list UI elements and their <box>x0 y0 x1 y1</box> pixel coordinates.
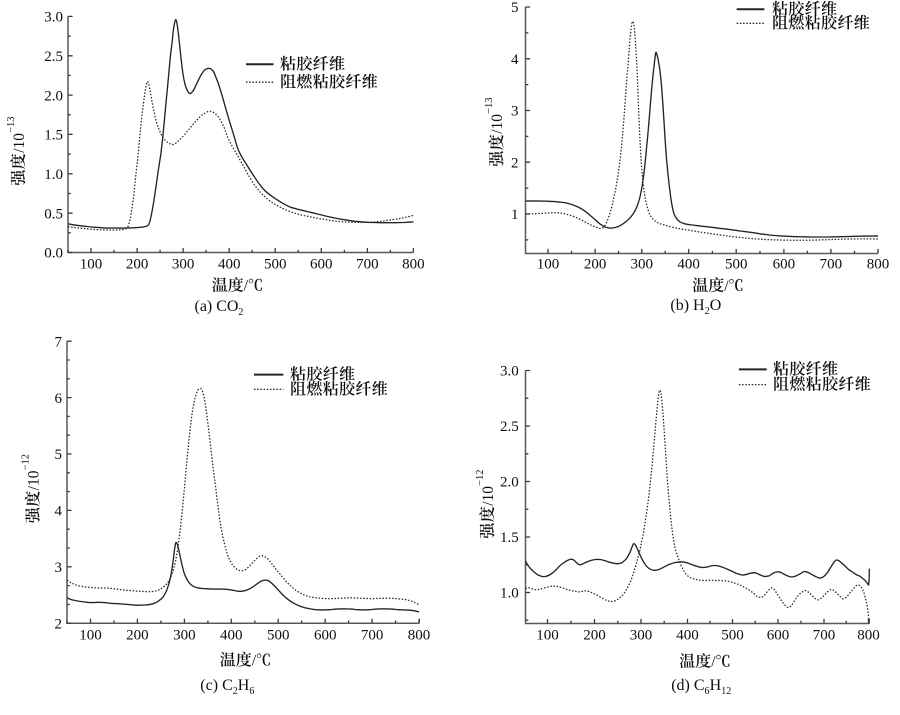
svg-text:3.0: 3.0 <box>500 364 519 380</box>
svg-text:500: 500 <box>267 628 290 644</box>
svg-text:800: 800 <box>867 257 890 273</box>
svg-text:0.5: 0.5 <box>44 206 63 222</box>
svg-text:600: 600 <box>767 628 790 644</box>
svg-text:400: 400 <box>220 628 243 644</box>
svg-text:H: H <box>710 677 722 694</box>
svg-text:2: 2 <box>238 307 243 318</box>
svg-text:200: 200 <box>126 628 149 644</box>
svg-text:800: 800 <box>857 628 880 644</box>
svg-text:1.5: 1.5 <box>44 128 63 144</box>
svg-text:0.0: 0.0 <box>44 246 63 262</box>
svg-text:500: 500 <box>264 257 287 273</box>
svg-text:6: 6 <box>249 686 254 697</box>
svg-text:2: 2 <box>55 616 63 632</box>
svg-text:4: 4 <box>55 504 63 520</box>
svg-text:600: 600 <box>310 257 333 273</box>
svg-text:H: H <box>693 297 705 314</box>
svg-text:/10: /10 <box>489 114 506 134</box>
svg-text:700: 700 <box>356 257 379 273</box>
svg-text:300: 300 <box>173 628 196 644</box>
svg-text:200: 200 <box>584 257 607 273</box>
svg-text:4: 4 <box>511 52 519 68</box>
svg-text:300: 300 <box>172 257 195 273</box>
svg-text:100: 100 <box>536 628 559 644</box>
svg-text:CO: CO <box>216 298 238 315</box>
svg-text:100: 100 <box>79 628 102 644</box>
svg-text:300: 300 <box>630 628 653 644</box>
svg-text:800: 800 <box>402 257 425 273</box>
svg-text:200: 200 <box>583 628 606 644</box>
svg-text:500: 500 <box>721 628 744 644</box>
svg-text:600: 600 <box>773 257 796 273</box>
svg-text:1.0: 1.0 <box>500 586 519 602</box>
svg-text:100: 100 <box>537 257 560 273</box>
svg-text:/10: /10 <box>480 486 497 506</box>
svg-text:3.0: 3.0 <box>44 10 63 26</box>
svg-text:−13: −13 <box>6 116 17 132</box>
svg-text:C: C <box>222 677 233 694</box>
svg-text:(d): (d) <box>671 677 690 694</box>
svg-text:300: 300 <box>631 257 654 273</box>
svg-text:/: / <box>711 654 716 671</box>
svg-text:3: 3 <box>55 560 63 576</box>
svg-text:200: 200 <box>126 257 149 273</box>
svg-text:2.0: 2.0 <box>44 88 63 104</box>
svg-text:5: 5 <box>55 447 63 463</box>
svg-text:2: 2 <box>511 155 519 171</box>
svg-text:−13: −13 <box>484 97 495 113</box>
svg-text:1.0: 1.0 <box>44 167 63 183</box>
svg-text:800: 800 <box>408 628 431 644</box>
svg-text:1.5: 1.5 <box>500 530 519 546</box>
svg-text:6: 6 <box>55 391 63 407</box>
svg-text:(a): (a) <box>195 298 213 315</box>
svg-text:700: 700 <box>820 257 843 273</box>
svg-text:−12: −12 <box>20 454 31 470</box>
svg-text:(b): (b) <box>670 297 689 314</box>
svg-text:2: 2 <box>705 306 710 317</box>
svg-text:C: C <box>694 677 705 694</box>
svg-text:O: O <box>710 297 722 314</box>
svg-text:6: 6 <box>705 686 710 697</box>
svg-text:(c): (c) <box>200 677 218 694</box>
svg-text:/10: /10 <box>25 470 42 490</box>
svg-text:2.5: 2.5 <box>44 49 63 65</box>
svg-text:−12: −12 <box>475 469 486 485</box>
svg-text:500: 500 <box>725 257 748 273</box>
svg-text:/: / <box>244 278 249 295</box>
svg-text:400: 400 <box>218 257 241 273</box>
svg-text:/10: /10 <box>11 133 28 153</box>
svg-text:1: 1 <box>511 207 519 223</box>
svg-text:600: 600 <box>314 628 337 644</box>
svg-text:700: 700 <box>813 628 836 644</box>
svg-text:2.0: 2.0 <box>500 475 519 491</box>
svg-text:12: 12 <box>721 686 731 697</box>
svg-text:2.5: 2.5 <box>500 419 519 435</box>
svg-text:/: / <box>724 278 729 295</box>
svg-text:700: 700 <box>361 628 384 644</box>
svg-text:400: 400 <box>677 257 700 273</box>
svg-text:7: 7 <box>55 334 63 350</box>
svg-text:400: 400 <box>676 628 699 644</box>
svg-text:H: H <box>238 677 250 694</box>
svg-text:2: 2 <box>233 686 238 697</box>
svg-text:100: 100 <box>80 257 103 273</box>
svg-text:/: / <box>252 652 257 669</box>
svg-text:3: 3 <box>511 104 519 120</box>
svg-text:5: 5 <box>511 0 519 16</box>
